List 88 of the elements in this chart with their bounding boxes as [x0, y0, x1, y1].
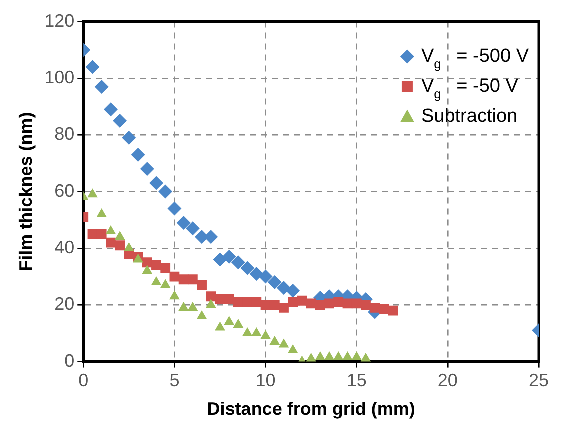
point	[260, 300, 271, 310]
point	[206, 292, 216, 302]
point	[206, 299, 216, 308]
point	[178, 274, 189, 285]
point	[360, 352, 372, 362]
point	[252, 297, 262, 308]
point	[149, 176, 164, 190]
point	[131, 148, 146, 162]
point	[333, 352, 344, 361]
point	[215, 322, 226, 331]
point	[342, 352, 353, 361]
point	[168, 202, 182, 216]
point	[170, 290, 180, 300]
point	[222, 250, 236, 264]
point	[224, 294, 234, 304]
point	[315, 300, 326, 310]
point	[388, 306, 398, 316]
point	[188, 302, 198, 311]
point	[188, 274, 198, 285]
point	[276, 281, 291, 296]
x-axis-title: Distance from grid (mm)	[207, 399, 416, 420]
x-tick-label: 5	[170, 370, 180, 391]
point	[122, 130, 136, 145]
point	[224, 316, 235, 326]
x-tick-label: 15	[346, 370, 367, 391]
point	[370, 303, 380, 313]
point	[270, 300, 280, 310]
legend-label: Subtraction	[421, 106, 518, 128]
point	[352, 352, 362, 361]
point	[152, 260, 162, 270]
point	[86, 60, 100, 74]
point	[361, 300, 371, 310]
point	[160, 279, 171, 288]
point	[251, 327, 262, 336]
point	[288, 344, 298, 354]
y-tick-label: 0	[64, 350, 75, 371]
point	[242, 327, 253, 336]
point	[106, 225, 116, 234]
point	[233, 318, 244, 328]
y-tick-label: 60	[54, 180, 75, 201]
point	[215, 294, 226, 304]
point	[297, 296, 308, 306]
point	[258, 270, 273, 284]
y-tick-label: 100	[44, 67, 75, 88]
point	[260, 330, 271, 340]
point	[306, 352, 317, 362]
point	[104, 102, 118, 117]
point	[278, 338, 290, 348]
point	[324, 352, 335, 361]
point	[115, 240, 126, 251]
point	[186, 222, 200, 236]
point	[286, 284, 300, 298]
point	[379, 304, 390, 314]
point	[113, 114, 128, 128]
point	[178, 302, 190, 311]
point	[88, 188, 98, 198]
point	[270, 336, 280, 345]
point	[151, 276, 162, 286]
point	[268, 275, 282, 290]
point	[240, 261, 255, 276]
x-tick-label: 10	[256, 370, 276, 391]
point	[334, 297, 344, 308]
point	[279, 303, 289, 313]
point	[196, 310, 208, 320]
y-tick-label: 80	[54, 124, 75, 144]
point	[142, 265, 153, 274]
point	[160, 263, 171, 274]
point	[315, 352, 326, 361]
x-tick-label: 20	[438, 370, 458, 391]
y-axis-title: Film thicknes (nm)	[16, 112, 36, 272]
y-tick-label: 120	[44, 10, 75, 31]
point	[197, 280, 207, 290]
point	[114, 231, 126, 240]
point	[96, 229, 107, 240]
point	[288, 297, 298, 308]
point	[176, 216, 191, 230]
point	[158, 184, 173, 199]
point	[231, 256, 246, 270]
x-tick-label: 0	[78, 370, 89, 391]
point	[124, 242, 134, 252]
point	[142, 258, 152, 268]
point	[140, 162, 154, 176]
x-tick-label: 25	[528, 370, 550, 391]
point	[250, 266, 264, 281]
y-tick-label: 40	[54, 237, 75, 258]
point	[213, 252, 228, 267]
y-tick-label: 20	[54, 294, 75, 314]
point	[94, 80, 109, 94]
